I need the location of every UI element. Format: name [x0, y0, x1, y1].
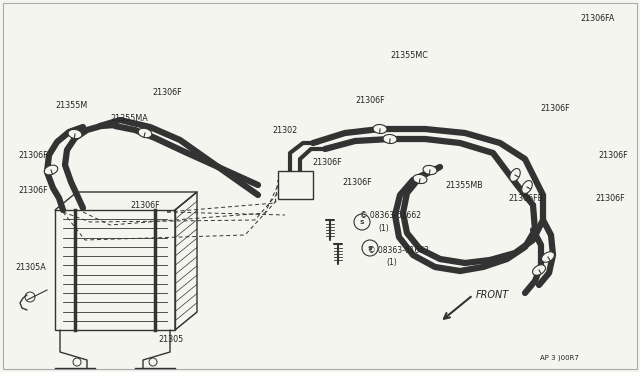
Ellipse shape	[423, 166, 437, 174]
Text: (1): (1)	[386, 257, 397, 266]
Ellipse shape	[532, 265, 545, 275]
Text: 21306F: 21306F	[540, 103, 570, 112]
Text: 21306F: 21306F	[595, 193, 625, 202]
Text: AP 3 )00R7: AP 3 )00R7	[540, 355, 579, 361]
Text: 21306F: 21306F	[342, 177, 372, 186]
Ellipse shape	[413, 174, 427, 184]
Ellipse shape	[68, 129, 82, 139]
Text: 21306F: 21306F	[130, 201, 159, 209]
Ellipse shape	[373, 125, 387, 134]
Text: 21306FB: 21306FB	[508, 193, 543, 202]
Text: 21306FA: 21306FA	[580, 13, 614, 22]
Ellipse shape	[541, 252, 554, 262]
Text: S: S	[368, 246, 372, 250]
Ellipse shape	[510, 169, 520, 182]
Ellipse shape	[138, 128, 152, 138]
Text: 21306F: 21306F	[355, 96, 385, 105]
Text: 21306F: 21306F	[18, 151, 47, 160]
Ellipse shape	[383, 134, 397, 144]
Text: 21306F: 21306F	[152, 87, 182, 96]
Text: S: S	[360, 219, 364, 224]
Text: © 08363-61662: © 08363-61662	[360, 211, 421, 219]
Text: 21302: 21302	[272, 125, 297, 135]
Text: 21355MA: 21355MA	[110, 113, 148, 122]
Text: 21355MB: 21355MB	[445, 180, 483, 189]
Ellipse shape	[44, 165, 58, 175]
Bar	[55, 210, 175, 330]
Text: 21306F: 21306F	[598, 151, 628, 160]
Bar	[278, 171, 313, 199]
Ellipse shape	[522, 180, 532, 193]
Text: (1): (1)	[378, 224, 388, 232]
Text: 21355M: 21355M	[55, 100, 87, 109]
Text: 21306F: 21306F	[18, 186, 47, 195]
Text: 21355MC: 21355MC	[390, 51, 428, 60]
Text: 21306F: 21306F	[312, 157, 342, 167]
Text: 21305: 21305	[158, 336, 183, 344]
Text: © 08363-61662: © 08363-61662	[368, 246, 429, 254]
Text: FRONT: FRONT	[476, 290, 509, 300]
Text: 21305A: 21305A	[15, 263, 45, 273]
